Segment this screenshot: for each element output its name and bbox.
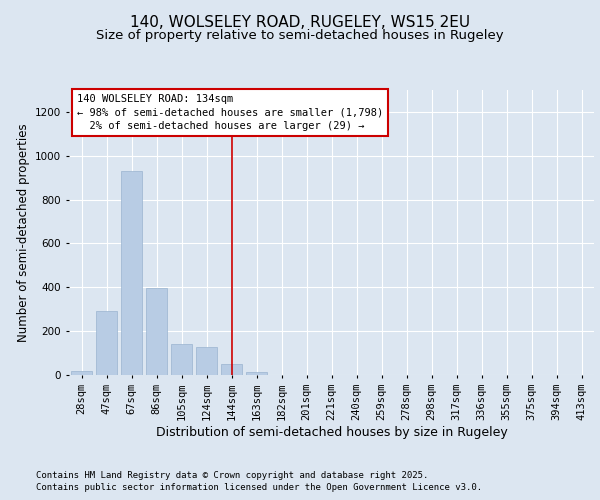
Bar [146,288,167,375]
Text: Contains HM Land Registry data © Crown copyright and database right 2025.: Contains HM Land Registry data © Crown c… [36,472,428,480]
Text: 140 WOLSELEY ROAD: 134sqm
← 98% of semi-detached houses are smaller (1,798)
  2%: 140 WOLSELEY ROAD: 134sqm ← 98% of semi-… [77,94,383,130]
Bar [221,364,242,375]
X-axis label: Distribution of semi-detached houses by size in Rugeley: Distribution of semi-detached houses by … [155,426,508,438]
Text: Size of property relative to semi-detached houses in Rugeley: Size of property relative to semi-detach… [96,30,504,43]
Bar [71,371,92,375]
Bar [121,171,142,375]
Y-axis label: Number of semi-detached properties: Number of semi-detached properties [17,123,29,342]
Bar [171,344,192,375]
Text: 140, WOLSELEY ROAD, RUGELEY, WS15 2EU: 140, WOLSELEY ROAD, RUGELEY, WS15 2EU [130,15,470,30]
Text: Contains public sector information licensed under the Open Government Licence v3: Contains public sector information licen… [36,483,482,492]
Bar [96,312,117,375]
Bar [246,372,267,375]
Bar [196,346,217,375]
